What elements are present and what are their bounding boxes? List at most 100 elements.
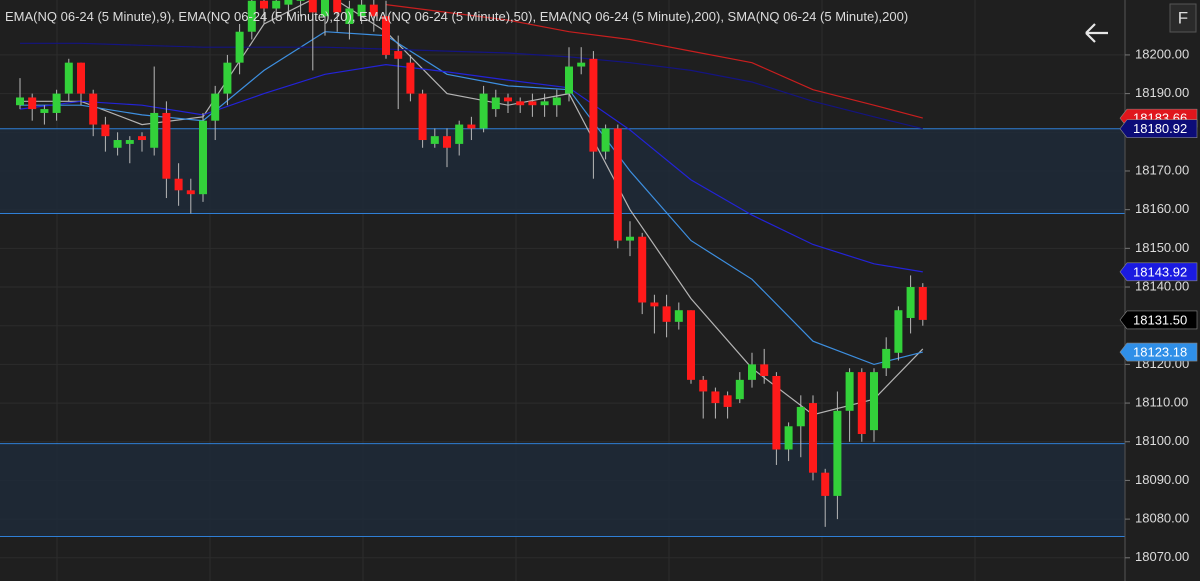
y-tick-label: 18100.00 — [1135, 433, 1189, 448]
candle-body — [369, 4, 378, 17]
candle-body — [430, 136, 439, 144]
candle-body — [784, 426, 793, 450]
indicator-line — [19, 63, 923, 273]
price-label-box — [1119, 119, 1198, 139]
candle-body — [552, 97, 561, 106]
candle-body — [272, 0, 281, 9]
candle-body — [894, 310, 903, 353]
f-button-label[interactable]: F — [1178, 8, 1188, 27]
candle-body — [528, 101, 537, 106]
legend-separator: , — [352, 9, 359, 24]
legend-entry: EMA(NQ 06-24 (5 Minute),9) — [5, 9, 171, 24]
candle-body — [479, 93, 488, 129]
y-tick-label: 18200.00 — [1135, 46, 1189, 61]
candle-body — [638, 236, 647, 303]
candle-body — [504, 97, 512, 102]
price-label: 18143.92 — [1133, 264, 1187, 279]
candle-body — [333, 0, 342, 13]
candle-body — [382, 16, 390, 55]
indicator-line — [20, 31, 923, 366]
candle-body — [601, 128, 610, 152]
legend-separator: , — [532, 9, 539, 24]
candle-body — [162, 112, 171, 179]
candle-body — [138, 136, 146, 141]
back-arrow[interactable] — [1085, 23, 1108, 43]
candle-body — [540, 101, 549, 106]
legend-entry: SMA(NQ 06-24 (5 Minute),200) — [728, 9, 909, 24]
candle-body — [357, 4, 366, 17]
candle-body — [491, 97, 500, 110]
indicator-line — [20, 42, 923, 130]
candle-body — [687, 310, 695, 380]
candle-body — [809, 403, 817, 473]
candle-body — [821, 472, 830, 496]
candle-body — [321, 0, 329, 17]
candle-body — [577, 62, 586, 67]
y-tick-label: 18170.00 — [1135, 162, 1189, 177]
candle-body — [113, 140, 122, 148]
candle-body — [52, 93, 61, 113]
indicator-line — [20, 0, 924, 416]
candle-body — [516, 101, 525, 106]
candle-body — [28, 97, 37, 110]
price-label-box — [1119, 310, 1198, 330]
candle-body — [101, 124, 110, 137]
y-tick-label: 18070.00 — [1135, 549, 1189, 564]
candle-body — [833, 410, 842, 496]
candle-body — [711, 391, 720, 404]
candle-body — [626, 236, 634, 241]
candle-body — [150, 112, 159, 148]
price-label-box — [1119, 342, 1198, 362]
legend-entry: EMA(NQ 06-24 (5 Minute),50) — [359, 9, 532, 24]
candle-body — [674, 310, 683, 322]
candle-body — [186, 190, 195, 195]
candle-body — [650, 302, 659, 307]
candle-body — [223, 62, 232, 94]
y-tick-label: 18090.00 — [1135, 472, 1189, 487]
y-tick-label: 18190.00 — [1135, 85, 1189, 100]
candle-body — [199, 120, 207, 195]
legend-separator: , — [720, 9, 727, 24]
candle-body — [870, 372, 878, 431]
candle-body — [418, 93, 427, 141]
candle-body — [857, 372, 866, 435]
candle-body — [699, 379, 708, 392]
candle-body — [565, 66, 573, 94]
candle-body — [247, 0, 256, 32]
legend-entry: EMA(NQ 06-24 (5 Minute),20) — [178, 9, 351, 24]
candle-body — [235, 31, 244, 63]
candle-body — [735, 379, 744, 400]
candle-body — [64, 62, 73, 94]
candle-body — [918, 287, 927, 320]
candle-body — [89, 93, 98, 125]
candle-body — [882, 348, 891, 369]
candle-body — [394, 51, 403, 59]
candle-body — [77, 62, 85, 94]
legend-entry: EMA(NQ 06-24 (5 Minute),200) — [540, 9, 721, 24]
candle-body — [308, 0, 317, 13]
candle-body — [845, 372, 854, 411]
candle-body — [260, 0, 268, 9]
f-button[interactable] — [1169, 3, 1197, 33]
candle-body — [613, 128, 622, 241]
price-label: 18123.18 — [1133, 345, 1187, 360]
candle-body — [406, 62, 415, 94]
candle-body — [345, 8, 354, 24]
candle-body — [125, 140, 134, 144]
candle-body — [211, 93, 220, 121]
candle-body — [772, 375, 781, 450]
candle-body — [284, 0, 293, 5]
candle-body — [16, 97, 24, 106]
price-label: 18180.92 — [1133, 121, 1187, 136]
y-tick-label: 18080.00 — [1135, 511, 1189, 526]
legend-separator: , — [171, 9, 178, 24]
candle-body — [906, 287, 915, 318]
candle-body — [443, 136, 451, 148]
legend: EMA(NQ 06-24 (5 Minute),9), EMA(NQ 06-24… — [5, 9, 908, 24]
y-tick-label: 18110.00 — [1135, 395, 1188, 410]
candle-body — [760, 364, 769, 376]
candle-body — [723, 395, 732, 407]
candle-body — [589, 58, 598, 152]
candle-body — [662, 306, 671, 322]
